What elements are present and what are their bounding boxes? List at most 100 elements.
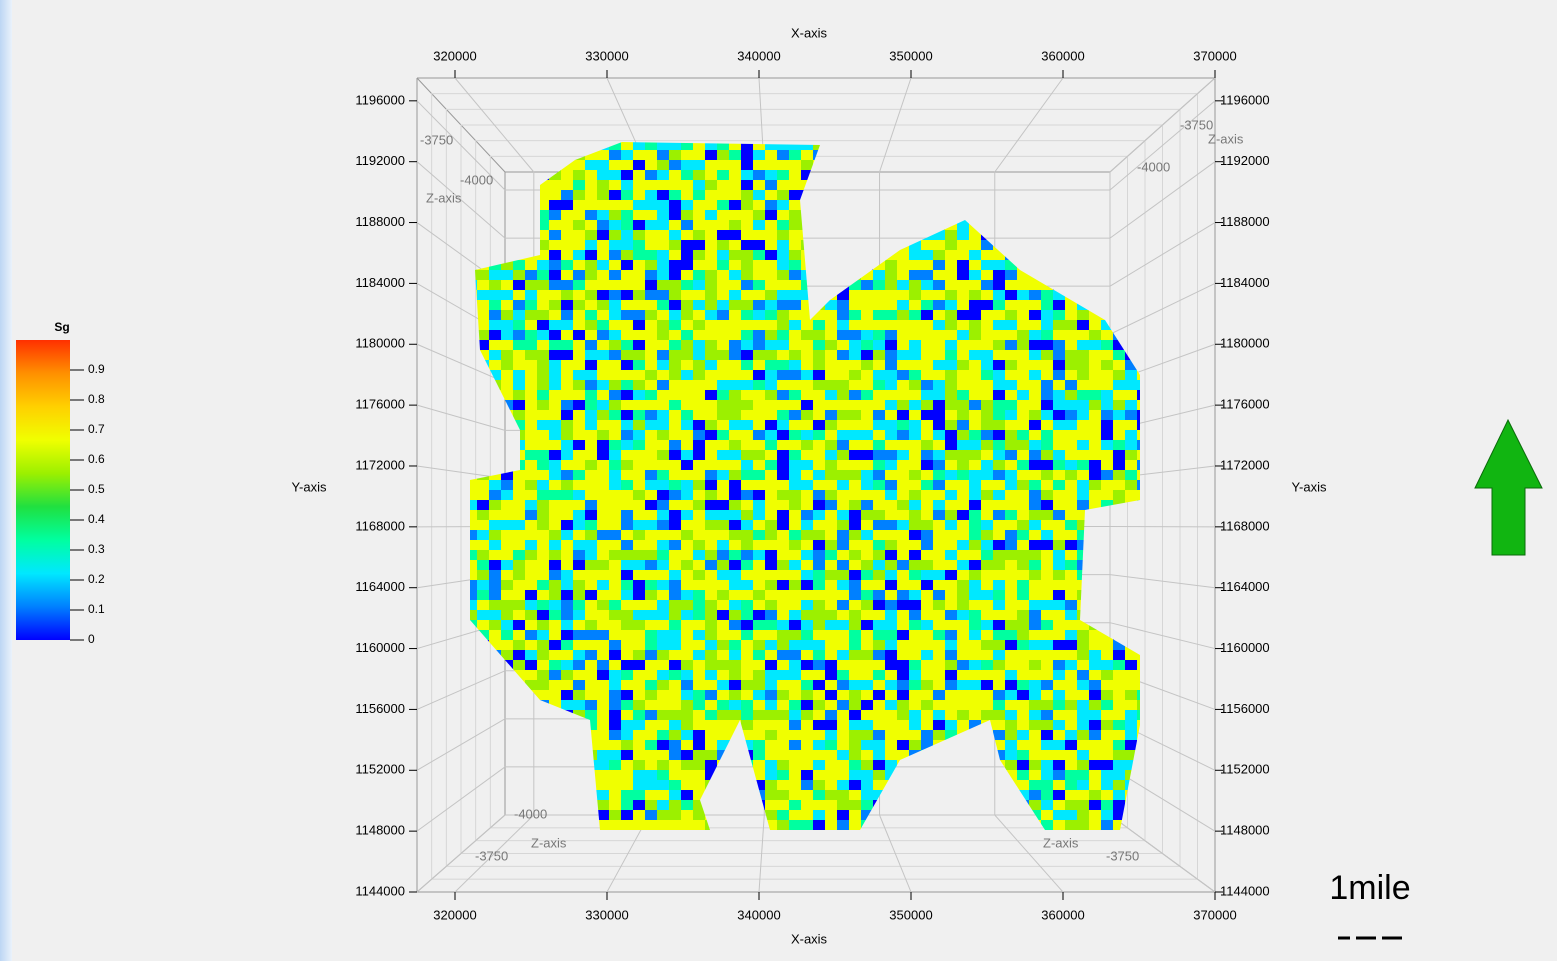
field-cell bbox=[681, 700, 693, 710]
field-cell bbox=[1065, 640, 1077, 650]
field-cell bbox=[1089, 630, 1101, 640]
field-cell bbox=[705, 610, 717, 620]
field-cell bbox=[981, 700, 993, 710]
field-cell bbox=[1041, 370, 1053, 380]
field-cell bbox=[873, 400, 885, 410]
field-cell bbox=[621, 530, 633, 540]
field-cell bbox=[789, 730, 801, 740]
field-cell bbox=[1005, 540, 1017, 550]
field-cell bbox=[909, 250, 921, 260]
field-cell bbox=[645, 770, 657, 780]
field-cell bbox=[669, 380, 681, 390]
field-cell bbox=[933, 390, 945, 400]
field-cell bbox=[489, 530, 501, 540]
field-cell bbox=[957, 300, 969, 310]
field-cell bbox=[921, 500, 933, 510]
field-cell bbox=[1065, 520, 1077, 530]
field-cell bbox=[669, 200, 681, 210]
y-tick-label: 1160000 bbox=[355, 640, 405, 655]
colorbar-tick-label: 0.9 bbox=[88, 362, 105, 376]
field-cell bbox=[837, 310, 849, 320]
field-cell bbox=[897, 650, 909, 660]
field-cell bbox=[1113, 660, 1125, 670]
field-cell bbox=[1017, 380, 1029, 390]
field-cell bbox=[1005, 610, 1017, 620]
field-cell bbox=[801, 680, 813, 690]
field-cell bbox=[585, 610, 597, 620]
field-cell bbox=[573, 500, 585, 510]
field-cell bbox=[561, 440, 573, 450]
field-cell bbox=[693, 530, 705, 540]
field-cell bbox=[753, 710, 765, 720]
field-cell bbox=[1041, 790, 1053, 800]
field-cell bbox=[741, 490, 753, 500]
field-cell bbox=[549, 670, 561, 680]
field-cell bbox=[729, 270, 741, 280]
field-cell bbox=[489, 620, 501, 630]
field-cell bbox=[777, 580, 789, 590]
field-cell bbox=[825, 790, 837, 800]
field-cell bbox=[501, 270, 513, 280]
field-cell bbox=[549, 470, 561, 480]
field-cell bbox=[921, 290, 933, 300]
field-cell bbox=[909, 640, 921, 650]
field-cell bbox=[573, 540, 585, 550]
chart: 3200003200003300003300003400003400003500… bbox=[0, 0, 1557, 961]
field-cell bbox=[513, 590, 525, 600]
field-cell bbox=[537, 600, 549, 610]
field-cell bbox=[561, 360, 573, 370]
z-tick-label: -4000 bbox=[1137, 159, 1170, 174]
field-cell bbox=[633, 820, 645, 830]
field-cell bbox=[969, 580, 981, 590]
field-cell bbox=[693, 520, 705, 530]
field-cell bbox=[1005, 700, 1017, 710]
field-cell bbox=[765, 280, 777, 290]
field-cell bbox=[729, 200, 741, 210]
field-cell bbox=[1113, 750, 1125, 760]
field-cell bbox=[921, 550, 933, 560]
field-cell bbox=[561, 430, 573, 440]
field-cell bbox=[633, 500, 645, 510]
field-cell bbox=[657, 370, 669, 380]
field-cell bbox=[921, 430, 933, 440]
field-cell bbox=[753, 250, 765, 260]
field-cell bbox=[549, 260, 561, 270]
field-cell bbox=[489, 570, 501, 580]
field-cell bbox=[573, 360, 585, 370]
field-cell bbox=[621, 690, 633, 700]
field-cell bbox=[861, 660, 873, 670]
field-cell bbox=[1029, 550, 1041, 560]
field-cell bbox=[1065, 330, 1077, 340]
field-cell bbox=[777, 230, 789, 240]
field-cell bbox=[561, 530, 573, 540]
field-cell bbox=[861, 650, 873, 660]
field-cell bbox=[837, 790, 849, 800]
field-cell bbox=[849, 710, 861, 720]
field-cell bbox=[705, 590, 717, 600]
field-cell bbox=[777, 630, 789, 640]
field-cell bbox=[933, 410, 945, 420]
y-tick-label: 1168000 bbox=[1220, 518, 1270, 533]
field-cell bbox=[1017, 640, 1029, 650]
field-cell bbox=[573, 680, 585, 690]
field-cell bbox=[981, 590, 993, 600]
field-cell bbox=[717, 180, 729, 190]
field-cell bbox=[693, 270, 705, 280]
field-cell bbox=[825, 540, 837, 550]
field-cell bbox=[609, 810, 621, 820]
field-cell bbox=[993, 560, 1005, 570]
field-cell bbox=[633, 200, 645, 210]
field-cell bbox=[1125, 410, 1137, 420]
field-cell bbox=[897, 640, 909, 650]
field-cell bbox=[801, 640, 813, 650]
field-cell bbox=[729, 190, 741, 200]
field-cell bbox=[1113, 450, 1125, 460]
field-cell bbox=[729, 660, 741, 670]
field-cell bbox=[645, 600, 657, 610]
field-cell bbox=[1113, 650, 1125, 660]
field-cell bbox=[957, 350, 969, 360]
field-cell bbox=[1041, 730, 1053, 740]
field-cell bbox=[1077, 470, 1089, 480]
field-cell bbox=[801, 370, 813, 380]
field-cell bbox=[813, 620, 825, 630]
